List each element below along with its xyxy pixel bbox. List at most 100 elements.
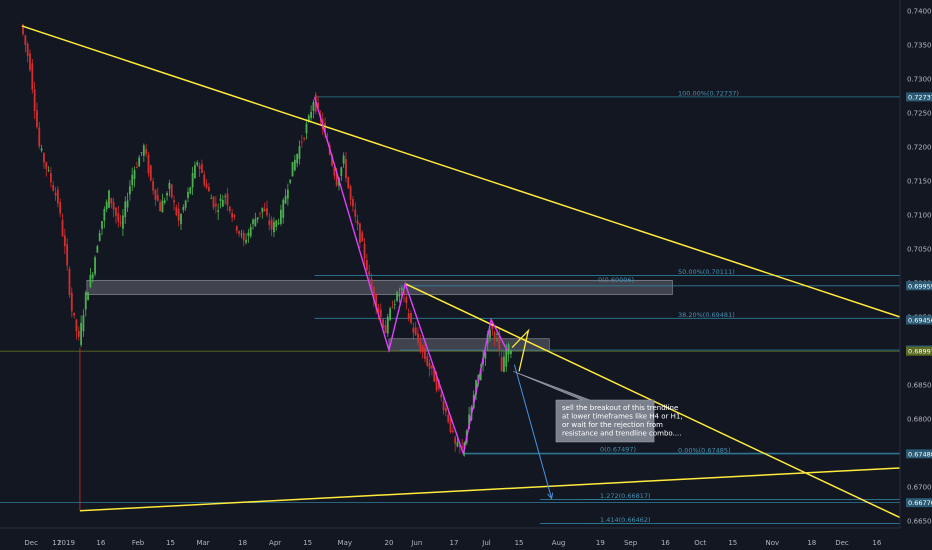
candle-body <box>393 304 396 305</box>
arrow-head <box>547 492 554 500</box>
fib-level-label: 0(0.67497) <box>600 446 636 454</box>
candle-body <box>296 154 299 164</box>
candle-body <box>145 149 148 154</box>
candle-body <box>131 174 134 186</box>
candle-body <box>293 159 296 171</box>
candle-body <box>238 231 240 234</box>
candle-body <box>468 414 471 430</box>
candle-body <box>268 220 271 225</box>
candle-body <box>479 369 482 380</box>
candle-body <box>66 244 69 266</box>
candle-body <box>161 200 164 213</box>
candle-body <box>235 226 238 231</box>
candle-body <box>221 200 224 207</box>
fib-level-label: 38.20%(0.69481) <box>678 311 735 319</box>
candle-body <box>289 179 292 183</box>
candle-body <box>133 170 136 180</box>
candle-body <box>298 146 301 159</box>
candle-body <box>180 214 182 225</box>
candle-body <box>38 127 41 147</box>
time-tick-label: 16 <box>661 539 670 547</box>
fib-level-label: 1.272(0.66817) <box>600 492 651 500</box>
candle-body <box>352 199 354 207</box>
candle-body <box>280 209 282 224</box>
candle-body <box>491 323 494 330</box>
candle-body <box>333 166 336 176</box>
candle-body <box>256 217 259 220</box>
candle-body <box>128 186 131 195</box>
fib-level-label: 0(0.69996) <box>598 276 634 284</box>
price-tag-label: 0.67488 <box>908 450 932 458</box>
time-tick-label: 17 <box>450 539 459 547</box>
candle-body <box>26 44 29 57</box>
arrow-shaft <box>513 364 553 499</box>
candle-body <box>231 213 234 218</box>
candle-body <box>419 341 422 352</box>
candle-body <box>349 186 352 200</box>
candle-body <box>205 183 208 188</box>
time-tick-label: Jul <box>481 539 491 547</box>
candle-body <box>286 189 289 199</box>
candle-body <box>426 356 429 366</box>
candle-body <box>354 209 357 217</box>
candle-body <box>254 218 257 227</box>
candle-body <box>503 356 505 372</box>
candle-body <box>359 223 361 244</box>
candle-body <box>375 294 378 309</box>
candle-body <box>217 210 220 212</box>
candle-body <box>273 221 275 233</box>
candle-body <box>400 287 403 290</box>
candle-body <box>428 363 431 369</box>
candle-body <box>84 292 87 310</box>
candle-body <box>345 159 347 179</box>
candle-body <box>277 222 280 224</box>
candle-body <box>31 63 34 90</box>
candle-body <box>168 182 171 189</box>
time-tick-label: 17 <box>52 539 61 547</box>
candle-body <box>82 315 85 332</box>
projection-arrow <box>513 364 554 500</box>
candle-body <box>115 207 117 216</box>
time-tick-label: Mar <box>196 539 209 547</box>
time-axis-panel <box>0 528 932 550</box>
candle-body <box>496 333 498 335</box>
candle-body <box>40 148 43 151</box>
candle-body <box>403 292 405 295</box>
candle-body <box>493 332 496 340</box>
candle-body <box>458 445 461 447</box>
candle-body <box>414 327 417 335</box>
candle-body <box>498 333 501 351</box>
candle-body <box>437 380 440 390</box>
time-tick-label: 18 <box>807 539 816 547</box>
yellow-trendline[interactable] <box>79 467 901 512</box>
price-tags: 0.727370.699590.694560.690150.689970.674… <box>906 92 932 508</box>
time-tick-label: Nov <box>765 539 779 547</box>
annotation-text-line: sell the breakout of this trendline <box>562 404 678 412</box>
candle-body <box>68 268 71 295</box>
price-tag-box <box>906 449 932 459</box>
candle-body <box>142 145 145 156</box>
candle-body <box>398 294 401 297</box>
candle-body <box>433 367 436 382</box>
candle-body <box>424 348 426 359</box>
candle-body <box>196 162 199 165</box>
time-tick-label: Apr <box>269 539 281 547</box>
time-tick-label: 20 <box>384 539 393 547</box>
yellow-trendline[interactable] <box>21 25 901 318</box>
candle-body <box>331 155 333 166</box>
candle-body <box>207 186 210 192</box>
fibonacci-levels: 100.00%(0.72737) 50.00%(0.70111) 38.20%(0.… <box>0 89 900 524</box>
candle-body <box>94 257 96 275</box>
candle-body <box>126 200 129 208</box>
candle-body <box>198 165 201 170</box>
candle-body <box>372 287 375 301</box>
